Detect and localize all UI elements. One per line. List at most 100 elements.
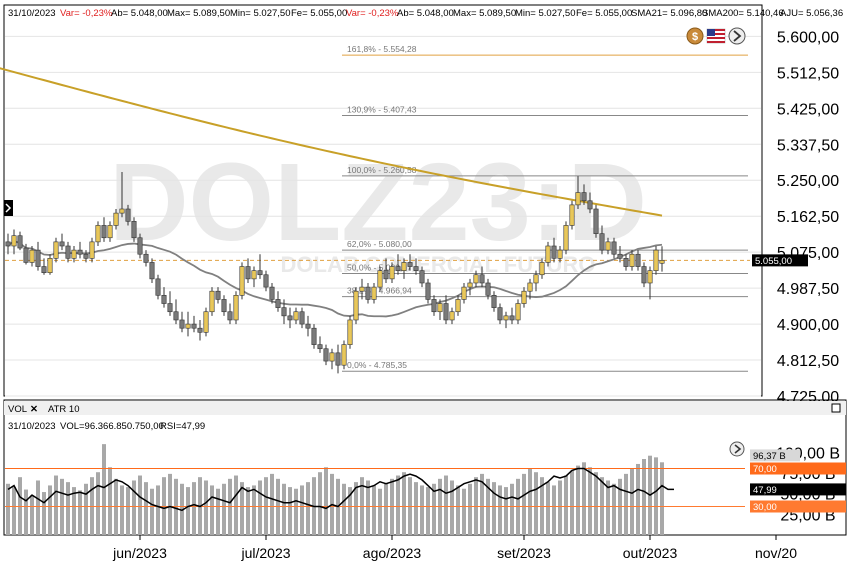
candle-body bbox=[191, 323, 197, 329]
volume-bar bbox=[240, 482, 244, 535]
volume-bar bbox=[630, 468, 634, 535]
chevron-right-icon[interactable] bbox=[728, 27, 746, 45]
volume-bar bbox=[234, 475, 238, 535]
volume-bar bbox=[432, 483, 436, 535]
candle-body bbox=[113, 212, 119, 226]
volume-bar bbox=[156, 485, 160, 535]
candle-body bbox=[491, 295, 497, 308]
candle-body bbox=[53, 241, 59, 259]
volume-bar bbox=[12, 487, 16, 535]
y-tick-label: 5.250,00 bbox=[777, 173, 839, 190]
candle-body bbox=[227, 311, 233, 321]
candle-body bbox=[269, 286, 275, 300]
header-fe2: Fe= 5.055,00 bbox=[576, 8, 632, 19]
last-price-tag: 5.055,00 bbox=[752, 254, 808, 267]
volume-bar bbox=[222, 483, 226, 535]
candle-body bbox=[107, 225, 113, 239]
volume-bar bbox=[192, 482, 196, 535]
svg-text:$: $ bbox=[692, 31, 698, 43]
volume-bar bbox=[480, 473, 484, 535]
volume-bar bbox=[546, 482, 550, 535]
candle-body bbox=[437, 303, 443, 313]
collapse-left-icon[interactable] bbox=[4, 200, 13, 216]
candle-body bbox=[143, 253, 149, 263]
volume-bar bbox=[6, 483, 10, 535]
header-var: Var= -0,23% bbox=[60, 8, 113, 19]
sma200-line bbox=[0, 67, 663, 217]
volume-bar bbox=[522, 473, 526, 535]
candle-body bbox=[101, 225, 107, 239]
candle-body bbox=[533, 274, 539, 284]
volume-bar bbox=[654, 457, 658, 535]
candle-body bbox=[125, 208, 131, 222]
volume-bar bbox=[306, 482, 310, 535]
y-tick-label: 5.600,00 bbox=[777, 29, 839, 46]
candle-body bbox=[35, 249, 41, 267]
candle-body bbox=[215, 290, 221, 300]
candle-body bbox=[365, 286, 371, 300]
volume-bar bbox=[282, 483, 286, 535]
x-tick-label: out/2023 bbox=[623, 545, 678, 561]
candle-body bbox=[137, 237, 143, 255]
header-var2: Var= -0,23% bbox=[346, 8, 399, 19]
candlesticks bbox=[5, 172, 665, 374]
dollar-coin-icon[interactable]: $ bbox=[686, 27, 704, 45]
volume-bar bbox=[36, 480, 40, 535]
candle-body bbox=[497, 307, 503, 321]
sma21-line bbox=[7, 239, 663, 318]
fib-label: 100,0% - 5.260,58 bbox=[347, 165, 417, 175]
volume-bar bbox=[492, 482, 496, 535]
tab-atr[interactable]: ATR 10 bbox=[48, 404, 80, 415]
candle-body bbox=[455, 299, 461, 313]
volume-bar bbox=[342, 483, 346, 535]
candle-body bbox=[479, 274, 485, 284]
candle-body bbox=[323, 348, 329, 362]
candle-body bbox=[71, 249, 77, 259]
candle-body bbox=[275, 299, 281, 308]
volume-bar bbox=[78, 490, 82, 535]
volume-bar bbox=[564, 475, 568, 535]
candle-body bbox=[185, 323, 191, 329]
x-tick-label: ago/2023 bbox=[363, 545, 422, 561]
candle-body bbox=[593, 208, 599, 234]
candle-body bbox=[197, 327, 203, 333]
volume-bar bbox=[450, 480, 454, 535]
candle-body bbox=[311, 327, 317, 345]
candle-body bbox=[245, 266, 251, 280]
fib-label: 130,9% - 5.407,43 bbox=[347, 105, 417, 115]
volume-bar bbox=[594, 472, 598, 535]
y-tick-label: 4.900,00 bbox=[777, 317, 839, 334]
volume-bar bbox=[378, 488, 382, 535]
candle-body bbox=[485, 282, 491, 296]
volume-bar bbox=[558, 480, 562, 535]
rsi-30-tag: 30,00 bbox=[753, 502, 777, 513]
tab-vol[interactable]: VOL bbox=[8, 404, 27, 415]
candle-body bbox=[371, 286, 377, 300]
volume-bar bbox=[138, 475, 142, 535]
us-flag-icon[interactable] bbox=[706, 28, 726, 44]
candle-body bbox=[335, 352, 341, 366]
volume-bar bbox=[54, 475, 58, 535]
volume-bar bbox=[510, 483, 514, 535]
volume-bar bbox=[72, 487, 76, 535]
candle-body bbox=[221, 299, 227, 313]
header-aju: AJU= 5.056,36 bbox=[780, 8, 843, 19]
lower-chevron-path bbox=[734, 444, 742, 454]
candle-body bbox=[59, 241, 65, 247]
volume-bar bbox=[186, 487, 190, 535]
svg-text:5.055,00: 5.055,00 bbox=[755, 256, 792, 267]
volume-bar bbox=[204, 480, 208, 535]
vol-tag: 96,37 B bbox=[753, 451, 786, 462]
lower-axis: 100,00 B75,00 B50,00 B25,00 B96,37 B70,0… bbox=[729, 441, 846, 524]
volume-bar bbox=[216, 488, 220, 535]
rsi-line bbox=[7, 467, 675, 512]
candle-body bbox=[641, 266, 647, 284]
close-vol-icon[interactable]: ✕ bbox=[30, 404, 38, 415]
volume-bar bbox=[348, 487, 352, 535]
panel-maximize-icon[interactable] bbox=[831, 403, 841, 413]
rsi-tag-bg bbox=[750, 483, 846, 496]
candle-body bbox=[173, 311, 179, 321]
svg-text:31/10/2023 Var= -0,23%: 31/10/2023 Var= -0,23% Ab= 5.048,00 Max=… bbox=[8, 8, 843, 19]
y-tick-label: 5.425,00 bbox=[777, 101, 839, 118]
volume-bar bbox=[270, 473, 274, 535]
